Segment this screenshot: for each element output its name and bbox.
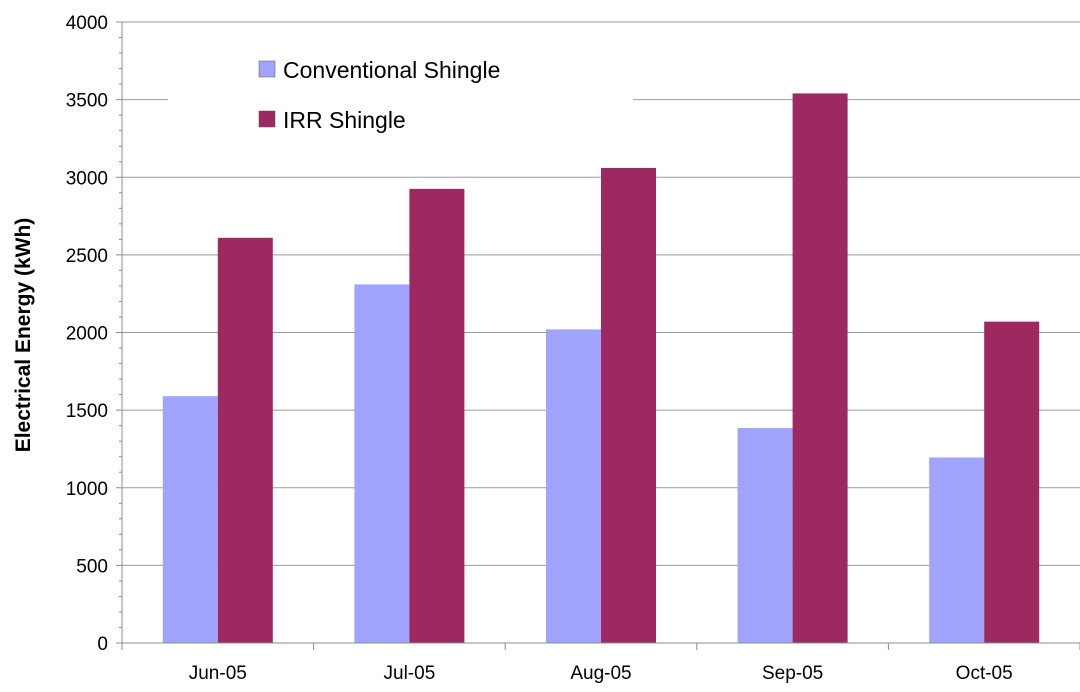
- bar-irr-sep-05: [792, 93, 848, 644]
- legend-label-irr: IRR Shingle: [283, 107, 406, 133]
- y-tick-label-1000: 1000: [66, 479, 108, 500]
- legend-swatch-conventional: [258, 60, 276, 78]
- x-tick-label-jun-05: Jun-05: [189, 663, 247, 684]
- x-tick-label-sep-05: Sep-05: [762, 663, 823, 684]
- bar-conventional-jul-05: [354, 284, 410, 643]
- x-tick-label-oct-05: Oct-05: [956, 663, 1013, 684]
- y-tick-label-3500: 3500: [66, 91, 108, 112]
- y-tick-labels: 0 500 1000 1500 2000 2500 3000 3500 4000: [66, 13, 108, 655]
- bar-irr-aug-05: [601, 167, 656, 643]
- y-tick-label-4000: 4000: [66, 13, 108, 34]
- axes: [116, 21, 1080, 650]
- bar-irr-jul-05: [409, 188, 465, 644]
- x-tick-label-jul-05: Jul-05: [384, 663, 436, 684]
- y-axis-title: Electrical Energy (kWh): [12, 218, 35, 453]
- bar-conventional-sep-05: [737, 427, 793, 643]
- y-tick-label-2000: 2000: [66, 324, 108, 345]
- y-tick-label-1500: 1500: [66, 401, 108, 422]
- legend-label-conventional: Conventional Shingle: [283, 57, 500, 83]
- legend: Conventional Shingle IRR Shingle: [168, 45, 633, 145]
- y-tick-label-500: 500: [76, 556, 108, 577]
- y-tick-label-0: 0: [97, 634, 108, 655]
- x-tick-label-aug-05: Aug-05: [570, 663, 631, 684]
- legend-swatch-irr: [258, 110, 276, 128]
- y-tick-label-2500: 2500: [66, 246, 108, 267]
- bars: [162, 93, 1040, 644]
- bar-conventional-oct-05: [929, 457, 985, 643]
- legend-background: [168, 45, 633, 145]
- bar-irr-jun-05: [217, 237, 273, 644]
- bar-conventional-jun-05: [162, 396, 218, 643]
- bar-irr-oct-05: [984, 321, 1040, 643]
- bar-conventional-aug-05: [546, 329, 601, 643]
- y-tick-label-3000: 3000: [66, 168, 108, 189]
- x-tick-labels: Jun-05 Jul-05 Aug-05 Sep-05 Oct-05: [189, 663, 1013, 684]
